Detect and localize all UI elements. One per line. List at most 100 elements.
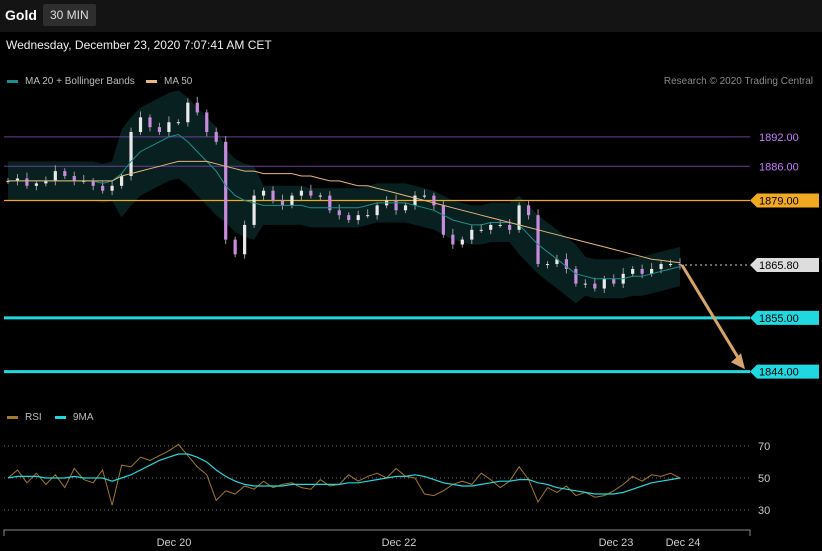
level-label-1844.00: 1844.00 xyxy=(759,367,799,379)
research-credit: Research © 2020 Trading Central xyxy=(663,76,813,87)
candle-body xyxy=(650,268,654,274)
candle-body xyxy=(110,185,114,191)
price-candles xyxy=(6,96,682,293)
candle-body xyxy=(119,176,124,186)
level-label-1886.00: 1886.00 xyxy=(759,161,799,173)
candle-body xyxy=(508,224,512,230)
candle-body xyxy=(243,224,247,255)
level-label-1879.00: 1879.00 xyxy=(759,195,799,207)
ma20-line xyxy=(8,133,681,280)
candle-body xyxy=(536,215,540,265)
interval-button[interactable]: 30 MIN xyxy=(43,4,96,26)
level-tag-1844.00 xyxy=(750,364,819,379)
legend-9ma-label: 9MA xyxy=(73,412,94,423)
chart-datetime: Wednesday, December 23, 2020 7:07:41 AM … xyxy=(6,38,272,52)
candle-body xyxy=(233,239,237,255)
legend-ma20-label: MA 20 + Bollinger Bands xyxy=(25,76,135,87)
candle-body xyxy=(167,122,171,133)
candle-body xyxy=(129,132,133,177)
candle-body xyxy=(138,117,143,133)
candle-body xyxy=(631,268,635,274)
level-tag-1865.80 xyxy=(750,258,819,273)
legend-item-rsi[interactable]: RSI xyxy=(7,412,42,423)
bollinger-band-area xyxy=(8,90,680,304)
candle-body xyxy=(318,195,322,197)
candle-body xyxy=(91,180,95,186)
candle-body xyxy=(176,122,180,124)
level-labels: 1892.00 1886.00 1879.00 1865.80 1855.00 1844.… xyxy=(750,132,819,379)
candle-body xyxy=(555,259,559,265)
candle-body xyxy=(148,117,152,128)
candle-body xyxy=(328,195,332,211)
9ma-swatch-icon xyxy=(55,416,66,419)
legend-item-ma20[interactable]: MA 20 + Bollinger Bands xyxy=(7,76,135,87)
candle-body xyxy=(15,178,20,181)
candle-body xyxy=(53,171,57,181)
candle-body xyxy=(441,205,445,235)
candle-body xyxy=(224,141,228,240)
candle-body xyxy=(6,180,10,182)
candle-body xyxy=(252,195,256,225)
candle-body xyxy=(583,283,587,285)
legend-rsi-label: RSI xyxy=(25,412,42,423)
level-tag-1855.00 xyxy=(750,310,819,325)
candle-body xyxy=(668,264,673,266)
candle-body xyxy=(44,180,48,184)
candle-body xyxy=(432,195,436,206)
candle-body xyxy=(271,190,275,201)
candle-body xyxy=(157,127,162,133)
level-label-1865.80: 1865.80 xyxy=(759,260,799,272)
candle-body xyxy=(678,264,682,266)
candle-body xyxy=(602,278,606,289)
candle-body xyxy=(489,224,493,230)
candle-body xyxy=(479,229,483,231)
candle-body xyxy=(309,190,313,196)
legend-item-ma50[interactable]: MA 50 xyxy=(146,76,192,87)
legend-item-9ma[interactable]: 9MA xyxy=(55,412,94,423)
candle-body xyxy=(25,178,29,186)
ma20-swatch-icon xyxy=(7,80,18,83)
candle-body xyxy=(460,239,464,245)
candle-body xyxy=(337,210,341,216)
candle-body xyxy=(205,112,209,133)
candle-body xyxy=(63,171,67,177)
candle-body xyxy=(375,205,379,216)
candle-body xyxy=(366,215,370,217)
candle-body xyxy=(564,259,569,269)
candle-body xyxy=(280,200,285,206)
candle-body xyxy=(347,215,351,221)
candle-body xyxy=(451,234,455,245)
candle-body xyxy=(498,224,502,226)
candle-body xyxy=(517,205,521,230)
candle-body xyxy=(470,229,474,240)
candle-body xyxy=(195,102,199,113)
forecast-arrow-head xyxy=(731,353,745,370)
legend-ma50-label: MA 50 xyxy=(164,76,193,87)
candle-body xyxy=(574,268,578,284)
level-label-1855.00: 1855.00 xyxy=(759,313,799,325)
ma50-swatch-icon xyxy=(146,80,157,83)
instrument-title: Gold xyxy=(5,7,37,23)
moving-averages xyxy=(8,133,681,280)
forecast-arrow-shaft xyxy=(680,264,741,360)
candle-body xyxy=(403,205,408,211)
candle-body xyxy=(186,102,190,123)
candle-body xyxy=(101,185,105,191)
level-tag-1879.00 xyxy=(750,193,819,208)
rsi-swatch-icon xyxy=(7,416,18,419)
price-levels xyxy=(4,136,750,374)
candle-body xyxy=(72,176,76,181)
bollinger-bands xyxy=(8,90,680,304)
candle-body xyxy=(526,205,531,216)
candle-body xyxy=(82,180,86,182)
candle-body xyxy=(612,278,616,284)
candle-body xyxy=(422,195,427,197)
candle-body xyxy=(593,283,597,289)
candle-body xyxy=(545,264,550,266)
forecast-arrow-icon xyxy=(680,264,745,370)
candle-body xyxy=(413,195,417,206)
candle-body xyxy=(659,264,663,269)
candle-body xyxy=(356,215,360,221)
candle-body xyxy=(299,190,304,196)
